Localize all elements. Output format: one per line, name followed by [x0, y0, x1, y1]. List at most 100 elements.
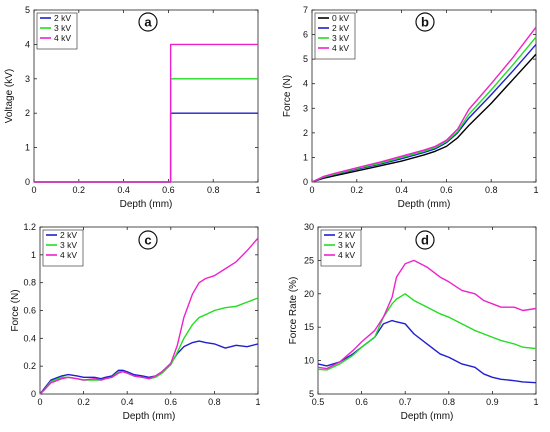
legend-label: 4 kV [332, 43, 349, 53]
y-tick-label: 4 [25, 39, 30, 49]
panel-badge-label: b [421, 15, 429, 30]
x-tick-label: 0.4 [117, 185, 130, 195]
legend-label: 0 kV [332, 13, 349, 23]
series-line-3-kv [39, 297, 259, 395]
x-tick-label: 0.2 [77, 397, 90, 407]
x-tick-label: 0 [31, 185, 36, 195]
legend-box [42, 229, 84, 267]
y-tick-label: 6 [303, 30, 308, 40]
y-axis-label: Force Rate (%) [288, 277, 299, 345]
panel-badge-label: c [144, 233, 151, 248]
y-tick-label: 4 [303, 79, 308, 89]
legend-box [36, 12, 78, 50]
y-tick-label: 0.2 [23, 361, 36, 371]
y-tick-label: 5 [309, 389, 314, 399]
y-tick-label: 5 [25, 5, 30, 15]
x-tick-label: 0.6 [162, 185, 175, 195]
legend-label: 3 kV [332, 33, 349, 43]
chart-panel-a: 0 0.2 0.4 0.6 0.8 1 0 1 2 3 4 5 Depth (mm) Voltage (k… [4, 5, 261, 210]
x-tick-label: 0 [309, 185, 314, 195]
y-tick-label: 20 [304, 289, 314, 299]
x-tick-label: 0.8 [208, 397, 221, 407]
x-tick-label: 0.9 [486, 397, 499, 407]
plot-area [317, 226, 537, 395]
legend-box [320, 229, 362, 267]
plot-area [311, 9, 537, 183]
x-axis-label: Depth (mm) [401, 411, 454, 422]
series-line-3-kv [317, 293, 537, 371]
x-tick-label: 0.2 [73, 185, 86, 195]
y-tick-label: 30 [304, 222, 314, 232]
legend-label: 4 kV [60, 250, 77, 260]
y-axis-label: Voltage (kV) [4, 69, 15, 123]
legend-label: 4 kV [54, 33, 71, 43]
x-tick-label: 0.6 [355, 397, 368, 407]
x-tick-label: 1 [255, 185, 260, 195]
x-axis-label: Depth (mm) [120, 199, 173, 210]
series-line-4-kv [39, 237, 259, 395]
chart-panel-c: 0 0.2 0.4 0.6 0.8 1 0 0.2 0.4 0.6 0.8 1 1.2 Depth (mm… [10, 222, 261, 422]
legend-label: 4 kV [338, 250, 355, 260]
x-tick-label: 0.7 [399, 397, 412, 407]
x-tick-label: 1 [533, 185, 538, 195]
y-tick-label: 1 [31, 250, 36, 260]
y-tick-label: 2 [303, 128, 308, 138]
panel-badge-label: a [144, 15, 152, 30]
legend-label: 2 kV [54, 13, 71, 23]
panel-badge-circle [138, 230, 158, 250]
legend-box [314, 12, 356, 60]
y-axis-label: Force (N) [10, 289, 21, 331]
panel-badge-label: d [421, 233, 429, 248]
series-line-3-kv [311, 36, 537, 183]
x-tick-label: 0 [37, 397, 42, 407]
x-tick-label: 0.8 [443, 397, 456, 407]
y-tick-label: 0.8 [23, 278, 36, 288]
legend-label: 2 kV [338, 230, 355, 240]
panel-badge-circle [138, 12, 158, 32]
legend-label: 3 kV [338, 240, 355, 250]
x-tick-label: 0.6 [440, 185, 453, 195]
legend-label: 3 kV [60, 240, 77, 250]
y-tick-label: 3 [25, 74, 30, 84]
y-tick-label: 2 [25, 108, 30, 118]
y-tick-label: 1 [25, 143, 30, 153]
x-tick-label: 0.5 [312, 397, 325, 407]
series-line-4-kv [311, 26, 537, 183]
series-line-4-kv [317, 259, 537, 370]
y-tick-label: 1 [303, 152, 308, 162]
series-line-4-kv [34, 43, 258, 183]
x-tick-label: 0.8 [485, 185, 498, 195]
panel-badge-circle [415, 230, 435, 250]
x-tick-label: 0.4 [121, 397, 134, 407]
y-tick-label: 0.6 [23, 306, 36, 316]
y-axis-label: Force (N) [282, 75, 293, 117]
y-tick-label: 0.4 [23, 333, 36, 343]
x-tick-label: 1 [255, 397, 260, 407]
panel-badge-circle [415, 12, 435, 32]
x-tick-label: 0.8 [207, 185, 220, 195]
series-line-3-kv [34, 78, 258, 183]
y-tick-label: 1.2 [23, 222, 36, 232]
series-line-0-kv [311, 53, 537, 183]
legend: 0 kV2 kV3 kV4 kV [314, 12, 356, 60]
series-line-2-kv [311, 43, 537, 183]
x-axis-label: Depth (mm) [123, 411, 176, 422]
y-tick-label: 5 [303, 54, 308, 64]
y-tick-label: 10 [304, 356, 314, 366]
legend: 2 kV3 kV4 kV [320, 229, 362, 267]
series-line-2-kv [39, 340, 259, 395]
y-tick-label: 3 [303, 103, 308, 113]
x-tick-label: 0.4 [395, 185, 408, 195]
y-tick-label: 7 [303, 5, 308, 15]
legend-label: 2 kV [332, 23, 349, 33]
x-axis-label: Depth (mm) [398, 199, 451, 210]
legend-label: 3 kV [54, 23, 71, 33]
legend-label: 2 kV [60, 230, 77, 240]
legend: 2 kV3 kV4 kV [36, 12, 78, 50]
x-tick-label: 1 [533, 397, 538, 407]
y-tick-label: 25 [304, 255, 314, 265]
y-tick-label: 15 [304, 322, 314, 332]
x-tick-label: 0.2 [351, 185, 364, 195]
legend: 2 kV3 kV4 kV [42, 229, 84, 267]
